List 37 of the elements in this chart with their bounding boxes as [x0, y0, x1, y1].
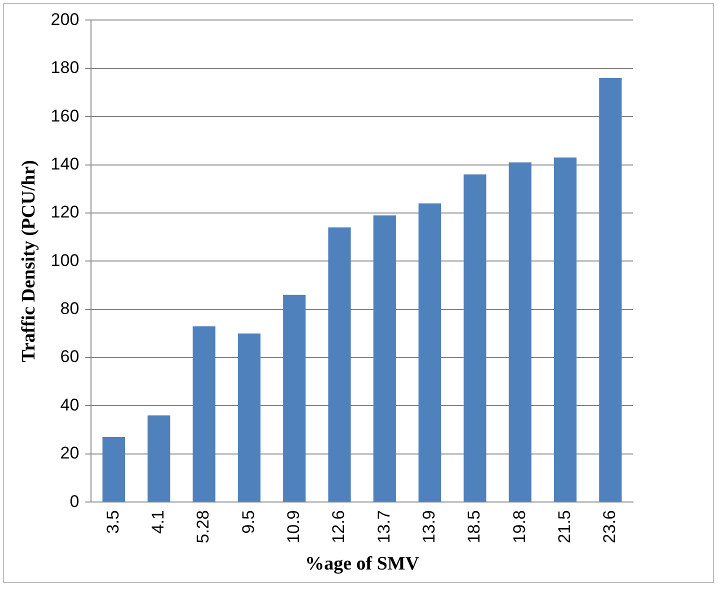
y-tick-label: 0 [70, 492, 80, 511]
bar [102, 437, 126, 502]
bar [192, 326, 216, 502]
bar [328, 227, 351, 502]
x-tick-label: 3.5 [103, 510, 122, 534]
x-tick-label: 23.6 [600, 510, 620, 544]
bar [418, 203, 442, 502]
y-tick-label: 160 [50, 106, 80, 126]
y-tick-label: 100 [50, 250, 80, 270]
x-tick-label: 13.9 [420, 510, 438, 544]
bar [464, 174, 486, 502]
y-tick-label: 200 [50, 10, 80, 29]
bar [554, 158, 577, 502]
y-tick-label: 60 [60, 347, 80, 366]
y-tick-label: 80 [60, 299, 80, 318]
bar [283, 294, 306, 502]
y-tick-label: 20 [60, 444, 80, 463]
x-tick-label: 18.5 [464, 510, 484, 544]
y-tick-label: 180 [50, 58, 80, 78]
x-tick-label: 21.5 [554, 510, 574, 544]
x-tick-label: 10.9 [284, 510, 304, 544]
bar [599, 78, 622, 502]
x-tick-label: 9.5 [238, 510, 258, 534]
x-tick-label: 13.7 [374, 510, 394, 544]
y-tick-label: 140 [50, 154, 80, 174]
bar [238, 333, 260, 502]
x-tick-label: 19.8 [510, 510, 529, 544]
x-tick-label: 4.1 [148, 510, 168, 534]
y-axis-title: Traffic Density (PCU/hr) [18, 160, 40, 362]
bar [508, 162, 532, 502]
x-tick-label: 12.6 [329, 510, 348, 544]
x-axis-title: %age of SMV [305, 554, 420, 575]
bar [373, 215, 396, 502]
y-tick-label: 40 [60, 395, 80, 414]
bar [148, 415, 170, 502]
y-tick-label: 120 [50, 202, 80, 222]
x-tick-label: 5.28 [194, 510, 213, 544]
